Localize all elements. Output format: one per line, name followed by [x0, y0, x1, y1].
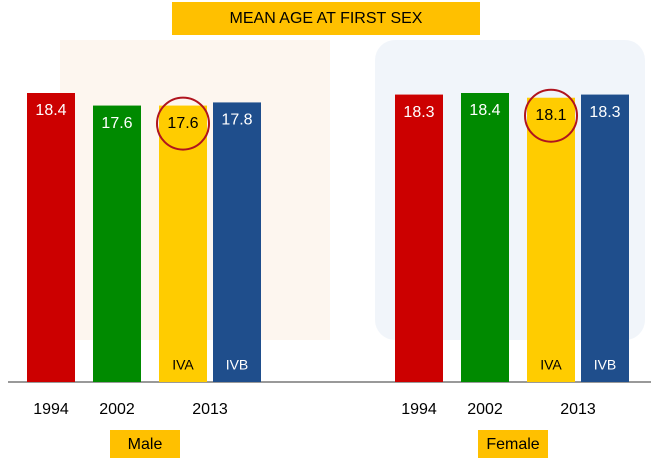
- value-label: 18.3: [403, 104, 434, 121]
- x-tick-label: 2013: [560, 401, 596, 418]
- bar: [395, 94, 443, 383]
- x-tick-label: 1994: [33, 401, 69, 418]
- x-tick-label: 2013: [192, 401, 228, 418]
- series-label: IVB: [594, 357, 617, 373]
- bar: [93, 105, 141, 382]
- bar: [27, 93, 75, 382]
- x-tick-label: 2002: [99, 401, 135, 418]
- bar: [581, 94, 629, 383]
- x-tick-label: 1994: [401, 401, 437, 418]
- category-box: [110, 430, 180, 458]
- series-label: IVA: [540, 357, 562, 373]
- highlight-circle: [524, 88, 578, 143]
- value-label: 18.4: [35, 102, 66, 119]
- value-label: 18.4: [469, 102, 500, 119]
- x-tick-label: 2002: [467, 401, 503, 418]
- series-label: IVB: [226, 357, 249, 373]
- title-box: [172, 2, 480, 35]
- chart-title: MEAN AGE AT FIRST SEX: [230, 10, 423, 27]
- value-label: 17.8: [221, 112, 252, 129]
- category-box: [478, 430, 548, 458]
- series-label: IVA: [172, 357, 194, 373]
- value-label: 17.6: [167, 115, 198, 132]
- highlight-circle: [156, 96, 210, 151]
- bar: [159, 105, 207, 382]
- value-label: 18.1: [535, 107, 566, 124]
- category-label: Male: [128, 436, 163, 453]
- bar: [213, 102, 261, 382]
- category-label: Female: [486, 436, 539, 453]
- bar: [527, 97, 575, 382]
- bar: [461, 93, 509, 382]
- value-label: 18.3: [589, 104, 620, 121]
- value-label: 17.6: [101, 115, 132, 132]
